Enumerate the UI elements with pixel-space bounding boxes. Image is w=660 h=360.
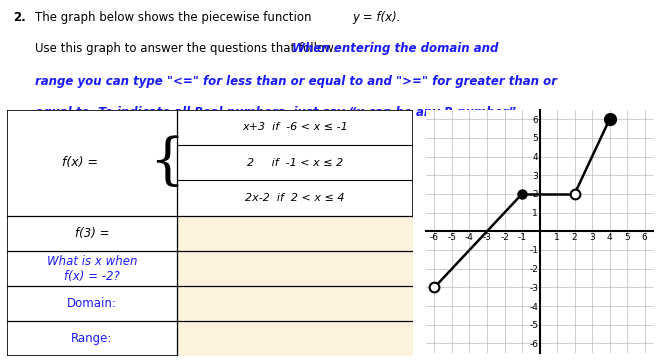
Text: y = f(x).: y = f(x). [352, 11, 401, 24]
Text: Domain:: Domain: [67, 297, 117, 310]
Text: When entering the domain and: When entering the domain and [292, 42, 498, 55]
Text: 2.: 2. [13, 11, 26, 24]
Text: The graph below shows the piecewise function: The graph below shows the piecewise func… [36, 11, 315, 24]
Text: {: { [149, 135, 185, 190]
Text: f(x) =: f(x) = [61, 156, 98, 169]
Text: 2     if  -1 < x ≤ 2: 2 if -1 < x ≤ 2 [247, 158, 343, 168]
Text: 2x-2  if  2 < x ≤ 4: 2x-2 if 2 < x ≤ 4 [245, 193, 345, 203]
Bar [177, 321, 412, 356]
Text: f(3) =: f(3) = [75, 227, 109, 240]
Text: Use this graph to answer the questions that follow.: Use this graph to answer the questions t… [36, 42, 341, 55]
Text: x+3  if  -6 < x ≤ -1: x+3 if -6 < x ≤ -1 [242, 122, 348, 132]
Text: range you can type "<=" for less than or equal to and ">=" for greater than or: range you can type "<=" for less than or… [36, 75, 558, 88]
Text: equal to. To indicate all Real numbers, just say “x can be any R number”.: equal to. To indicate all Real numbers, … [36, 106, 521, 119]
Bar [177, 251, 412, 286]
Text: What is x when
f(x) = -2?: What is x when f(x) = -2? [47, 255, 137, 283]
Text: Range:: Range: [71, 332, 112, 345]
Bar [177, 286, 412, 321]
Bar [177, 216, 412, 251]
